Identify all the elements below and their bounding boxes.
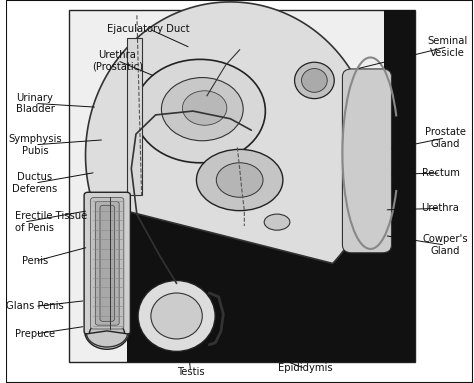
Text: Rectum: Rectum [421,168,459,178]
FancyBboxPatch shape [100,205,115,321]
Ellipse shape [135,59,265,163]
Bar [69,10,415,362]
Text: Urethra
(Prostatic): Urethra (Prostatic) [92,50,143,71]
Text: Cowper's
Gland: Cowper's Gland [422,234,468,256]
Text: Penis: Penis [22,256,48,266]
Polygon shape [127,195,384,362]
Text: Testis: Testis [177,367,204,376]
Ellipse shape [90,322,125,345]
FancyBboxPatch shape [95,201,119,325]
FancyBboxPatch shape [84,192,130,334]
Text: Prostate
Gland: Prostate Gland [425,127,465,149]
Text: Ductus
Deferens: Ductus Deferens [12,172,58,194]
Text: Epididymis: Epididymis [278,363,332,373]
Text: Erectile Tissue
of Penis: Erectile Tissue of Penis [15,211,87,233]
Polygon shape [384,10,415,362]
Text: Glans Penis: Glans Penis [6,301,64,311]
Ellipse shape [294,62,334,98]
Text: Urinary
Bladder: Urinary Bladder [16,93,55,114]
FancyBboxPatch shape [91,198,124,329]
Ellipse shape [151,293,202,339]
Polygon shape [85,2,375,264]
Text: Seminal
Vesicle: Seminal Vesicle [428,36,468,57]
Ellipse shape [301,69,327,92]
Ellipse shape [138,280,215,352]
Ellipse shape [196,149,283,211]
Ellipse shape [162,77,243,141]
FancyBboxPatch shape [342,69,392,253]
Text: Ejaculatory Duct: Ejaculatory Duct [107,24,190,34]
Polygon shape [127,38,142,195]
Ellipse shape [182,91,227,125]
Text: Symphysis
Pubis: Symphysis Pubis [8,134,62,155]
Text: Urethra: Urethra [421,203,459,213]
Text: Prepuce: Prepuce [15,329,55,339]
Ellipse shape [216,163,263,197]
Ellipse shape [264,214,290,230]
Wedge shape [85,331,129,349]
